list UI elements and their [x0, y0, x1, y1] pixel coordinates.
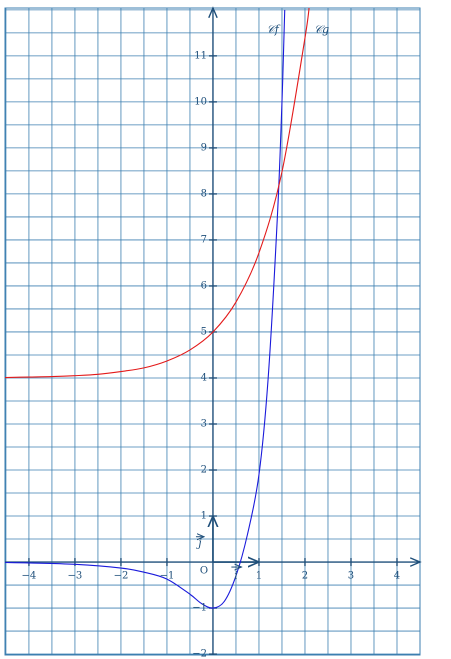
y-tick-label: 8 [201, 188, 207, 199]
curve [5, 8, 310, 379]
series-label: 𝒞g [314, 23, 329, 36]
x-tick-label: −4 [22, 571, 37, 582]
y-tick-label: 2 [201, 465, 207, 476]
y-tick-label: 4 [201, 372, 207, 383]
x-tick-label: 4 [394, 571, 400, 582]
y-tick-label: 9 [201, 142, 207, 153]
i-label: i [234, 569, 238, 582]
series-label: 𝒞f [267, 23, 281, 36]
y-tick-label: −1 [192, 603, 207, 614]
origin-label: O [200, 566, 208, 577]
y-tick-label: 10 [194, 96, 207, 107]
y-tick-label: 1 [201, 511, 207, 522]
x-tick-label: 1 [256, 571, 262, 582]
y-tick-label: 11 [194, 50, 207, 61]
y-tick-label: 3 [201, 418, 207, 429]
x-tick-label: −3 [68, 571, 83, 582]
y-tick-label: 7 [201, 234, 207, 245]
y-tick-label: 5 [201, 326, 207, 337]
x-tick-label: 2 [302, 571, 308, 582]
j-label: j [195, 537, 202, 550]
y-tick-label: 6 [201, 280, 207, 291]
curve [5, 9, 286, 609]
x-tick-label: −1 [160, 571, 175, 582]
y-tick-label: −2 [192, 649, 207, 659]
x-tick-label: −2 [114, 571, 129, 582]
x-tick-label: 3 [348, 571, 354, 582]
